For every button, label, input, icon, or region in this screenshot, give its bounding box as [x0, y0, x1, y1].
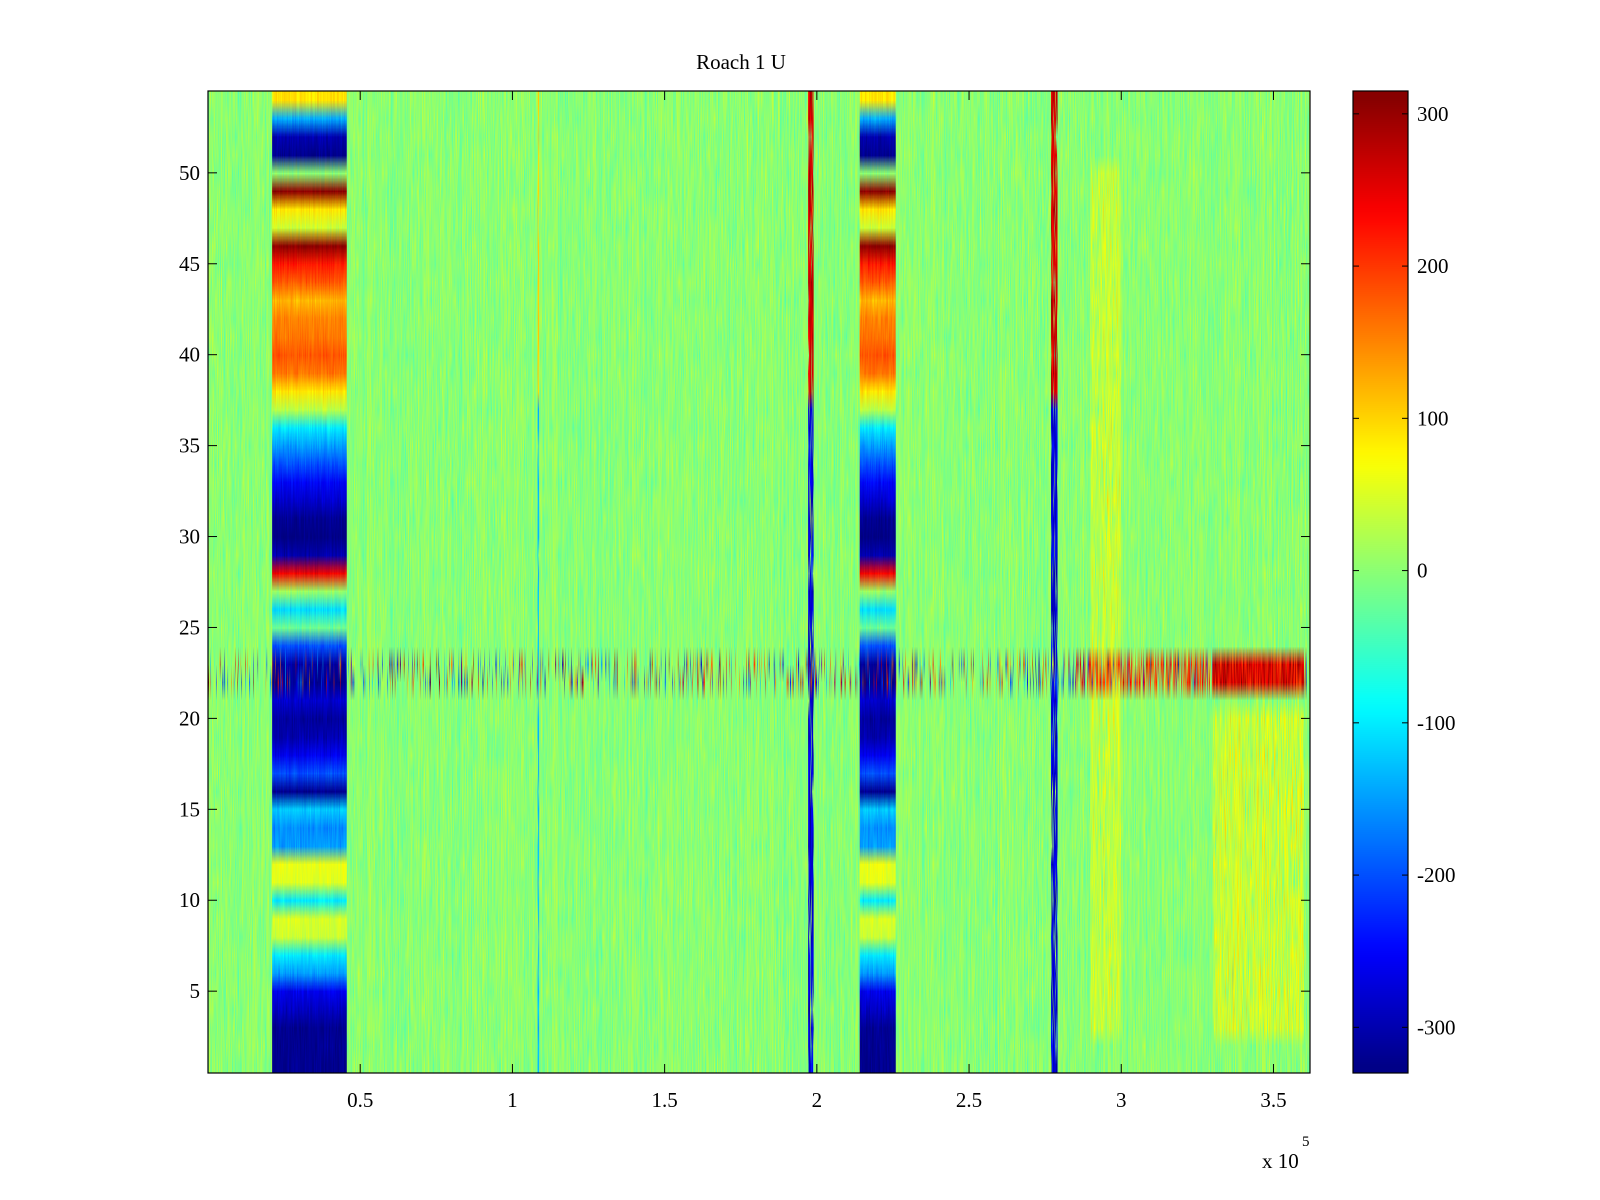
colorbar-tick-label: 0	[1417, 559, 1428, 583]
x-multiplier-label: x 10	[1262, 1149, 1299, 1173]
x-tick-label: 1.5	[652, 1088, 678, 1112]
y-tick-label: 30	[179, 525, 200, 549]
chart-title: Roach 1 U	[696, 50, 786, 74]
x-tick-label: 2.5	[956, 1088, 982, 1112]
y-tick-label: 5	[190, 979, 201, 1003]
y-tick-label: 25	[179, 615, 200, 639]
y-tick-label: 40	[179, 343, 200, 367]
colorbar-ticks: 300 200 100 0 -100 -200 -300	[1353, 102, 1456, 1039]
colorbar-tick-label: 300	[1417, 102, 1449, 126]
heatmap-image	[208, 91, 1310, 1073]
y-tick-label: 15	[179, 797, 200, 821]
plot-area: 0.5 1 1.5 2 2.5 3 3.5 5 10 15 20 25 30 35 40 45 50	[179, 90, 1311, 1112]
colorbar-tick-label: 100	[1417, 406, 1449, 430]
y-tick-label: 45	[179, 252, 200, 276]
x-tick-label: 2	[812, 1088, 823, 1112]
y-tick-label: 35	[179, 434, 200, 458]
y-axis: 5 10 15 20 25 30 35 40 45 50	[179, 161, 1310, 1003]
x-tick-label: 1	[507, 1088, 518, 1112]
colorbar-tick-label: -300	[1417, 1015, 1456, 1039]
y-tick-label: 10	[179, 888, 200, 912]
x-axis: 0.5 1 1.5 2 2.5 3 3.5	[347, 91, 1287, 1112]
plot-frame	[207, 90, 1311, 1074]
colorbar-frame	[1352, 90, 1409, 1074]
colorbar: 300 200 100 0 -100 -200 -300	[1352, 90, 1456, 1074]
x-tick-label: 3	[1116, 1088, 1127, 1112]
x-multiplier-exponent: 5	[1302, 1134, 1310, 1150]
x-tick-label: 0.5	[347, 1088, 373, 1112]
colorbar-tick-label: -100	[1417, 711, 1456, 735]
y-tick-label: 50	[179, 161, 200, 185]
colorbar-tick-label: -200	[1417, 863, 1456, 887]
y-tick-label: 20	[179, 706, 200, 730]
x-tick-label: 3.5	[1260, 1088, 1286, 1112]
colorbar-tick-label: 200	[1417, 254, 1449, 278]
colorbar-gradient	[1353, 91, 1408, 1073]
